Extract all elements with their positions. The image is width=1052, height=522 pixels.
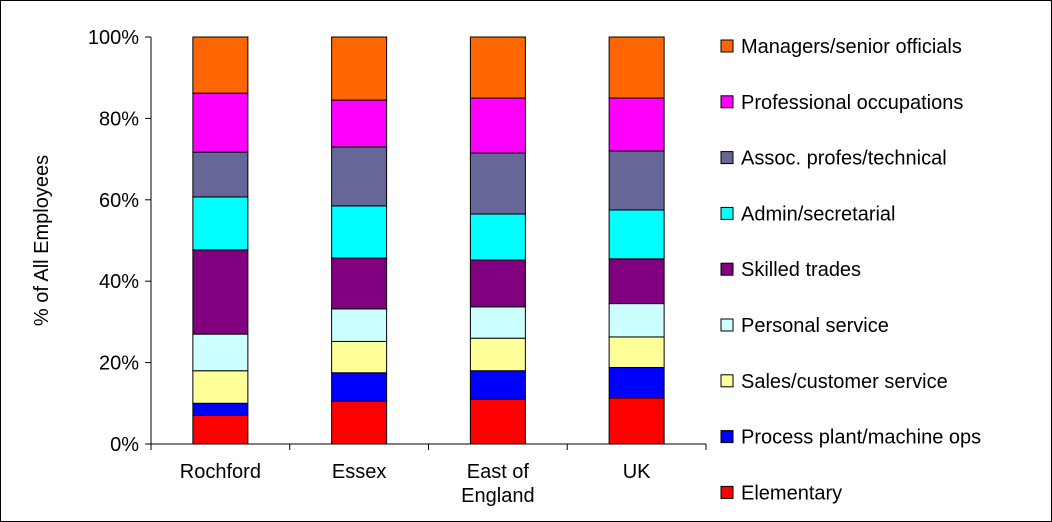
y-axis-title: % of All Employees: [31, 155, 53, 326]
bar-segment: [192, 370, 249, 404]
bar-segment: [331, 205, 388, 259]
bar-segment: [331, 340, 388, 374]
bar-segment: [331, 400, 388, 445]
bar-segment: [608, 209, 665, 260]
x-category-label: East of: [467, 461, 530, 483]
bar-segment: [469, 370, 526, 400]
bar-segment: [469, 306, 526, 339]
y-tick-label: 80%: [99, 108, 139, 130]
legend-swatch: [720, 151, 734, 165]
bar-segment: [608, 336, 665, 368]
legend-swatch: [720, 206, 734, 220]
bar-segment: [469, 337, 526, 372]
legend-label: Admin/secretarial: [741, 203, 896, 225]
x-category-label: UK: [623, 461, 651, 483]
bar-segment: [608, 258, 665, 305]
bar-segment: [469, 36, 526, 99]
y-tick-label: 100%: [88, 27, 139, 49]
legend-swatch: [720, 430, 734, 444]
bar-segment: [331, 257, 388, 310]
legend-swatch: [720, 95, 734, 109]
y-tick-label: 40%: [99, 271, 139, 293]
legend-swatch: [720, 374, 734, 388]
bar-segment: [331, 146, 388, 207]
bar-segment: [608, 97, 665, 152]
legend-label: Personal service: [741, 315, 889, 337]
bar-segment: [192, 415, 249, 445]
x-category-label: England: [461, 485, 534, 507]
bar-segment: [192, 151, 249, 198]
bar-segment: [469, 213, 526, 261]
legend-label: Sales/customer service: [741, 371, 948, 393]
legend-label: Process plant/machine ops: [741, 427, 981, 449]
y-tick-label: 0%: [110, 434, 139, 456]
legend-label: Skilled trades: [741, 259, 861, 281]
bar-segment: [608, 397, 665, 445]
bar-segment: [331, 308, 388, 342]
x-category-label: Essex: [332, 461, 386, 483]
bar-segment: [192, 402, 249, 417]
bar-segment: [192, 333, 249, 372]
bar-segment: [192, 249, 249, 335]
legend-swatch: [720, 485, 734, 499]
legend-label: Assoc. profes/technical: [741, 148, 947, 170]
bar-segment: [608, 303, 665, 338]
x-category-label: Rochford: [180, 461, 261, 483]
legend-swatch: [720, 318, 734, 332]
bar-segment: [331, 372, 388, 402]
bar-segment: [608, 366, 665, 399]
bar-segment: [608, 36, 665, 99]
bar-segment: [331, 36, 388, 101]
bar-segment: [331, 99, 388, 148]
legend-swatch: [720, 262, 734, 276]
bar-segment: [469, 259, 526, 308]
legend-label: Elementary: [741, 482, 842, 504]
bar-segment: [192, 196, 249, 251]
bar-segment: [469, 398, 526, 445]
legend-label: Managers/senior officials: [741, 36, 962, 58]
bar-segment: [608, 150, 665, 211]
legend-label: Professional occupations: [741, 92, 963, 114]
legend-swatch: [720, 39, 734, 53]
y-tick-label: 60%: [99, 190, 139, 212]
bar-segment: [469, 152, 526, 215]
bar-segment: [469, 97, 526, 154]
bar-segment: [192, 92, 249, 153]
y-tick-label: 20%: [99, 353, 139, 375]
bar-segment: [192, 36, 249, 94]
